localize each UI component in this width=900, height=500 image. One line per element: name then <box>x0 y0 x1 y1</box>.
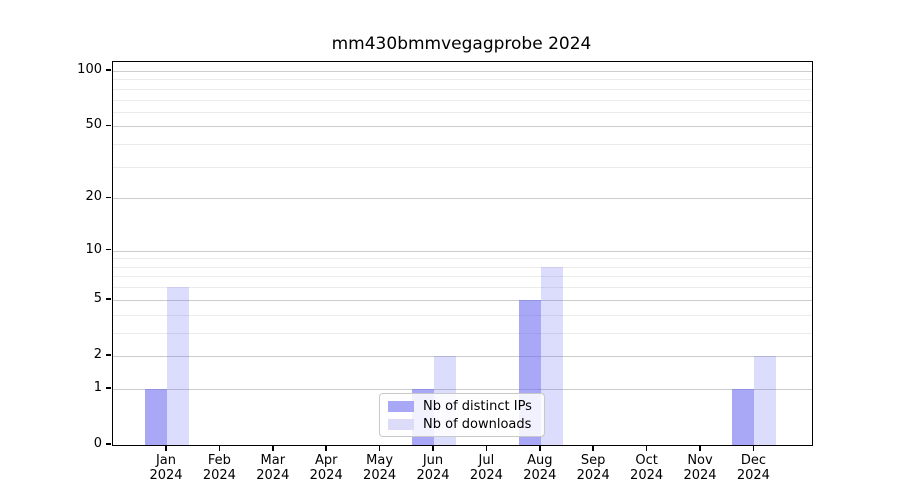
y-tick-label: 2 <box>93 346 102 362</box>
bar-distinct-ips <box>145 388 167 445</box>
x-tick-year: 2024 <box>416 468 450 483</box>
y-tick <box>105 124 111 127</box>
y-tick <box>105 354 111 356</box>
x-tick-month: Nov <box>687 453 713 468</box>
x-tick-month: Aug <box>527 453 553 468</box>
x-tick-year: 2024 <box>683 468 717 483</box>
x-tick-year: 2024 <box>149 468 183 483</box>
x-tick-month: Dec <box>740 453 766 468</box>
x-tick-month: Jun <box>422 453 444 468</box>
legend-label-downloads: Nb of downloads <box>423 416 532 432</box>
x-tick-label: Nov 2024 <box>668 453 732 483</box>
x-tick-label: Apr 2024 <box>294 453 358 483</box>
chart-title: mm430bmmvegagprobe 2024 <box>331 34 592 54</box>
x-tick <box>432 446 434 451</box>
minor-gridline <box>113 111 812 113</box>
minor-gridline <box>113 266 812 268</box>
x-tick-year: 2024 <box>309 468 343 483</box>
major-gridline <box>113 355 812 357</box>
x-tick-year: 2024 <box>363 468 397 483</box>
plot-area: Nb of distinct IPs Nb of downloads <box>112 61 813 446</box>
x-tick-label: Mar 2024 <box>241 453 305 483</box>
x-tick-year: 2024 <box>469 468 503 483</box>
y-tick-label: 5 <box>93 290 102 306</box>
x-tick-year: 2024 <box>256 468 290 483</box>
legend-entry-downloads: Nb of downloads <box>388 417 536 432</box>
x-tick-label: Dec 2024 <box>721 453 785 483</box>
legend-entry-distinct-ips: Nb of distinct IPs <box>388 399 536 414</box>
x-tick-month: Apr <box>314 453 338 468</box>
legend: Nb of distinct IPs Nb of downloads <box>379 393 545 437</box>
major-gridline <box>113 388 812 390</box>
minor-gridline <box>113 166 812 168</box>
y-tick-label: 1 <box>93 379 102 395</box>
x-tick <box>325 446 327 451</box>
legend-label-distinct-ips: Nb of distinct IPs <box>423 398 532 414</box>
x-tick-label: May 2024 <box>348 453 412 483</box>
x-tick <box>699 446 701 451</box>
minor-gridline <box>113 332 812 334</box>
x-tick-month: Oct <box>635 453 658 468</box>
x-tick-month: May <box>366 453 394 468</box>
y-tick <box>105 248 111 251</box>
x-tick-month: Sep <box>580 453 606 468</box>
bar-downloads <box>167 287 189 445</box>
legend-swatch-downloads <box>388 418 414 430</box>
major-gridline <box>113 71 812 72</box>
x-tick-year: 2024 <box>630 468 664 483</box>
minor-gridline <box>113 79 812 81</box>
y-tick <box>105 387 111 389</box>
y-tick <box>105 443 111 445</box>
minor-gridline <box>113 258 812 260</box>
y-tick-label: 100 <box>77 62 102 77</box>
x-tick-label: Jun 2024 <box>401 453 465 483</box>
major-gridline <box>113 198 812 200</box>
x-tick <box>378 446 381 451</box>
x-tick <box>218 446 221 451</box>
major-gridline <box>113 250 812 252</box>
x-tick <box>539 446 541 451</box>
x-tick-label: Jan 2024 <box>134 453 198 483</box>
x-tick <box>485 446 488 451</box>
y-tick <box>105 196 111 199</box>
x-tick-month: Jan <box>155 453 177 468</box>
x-tick-label: Feb 2024 <box>187 453 251 483</box>
x-tick-label: Sep 2024 <box>561 453 625 483</box>
x-tick <box>272 446 274 451</box>
minor-gridline <box>113 88 812 90</box>
minor-gridline <box>113 287 812 289</box>
major-gridline <box>113 126 812 128</box>
x-tick-year: 2024 <box>736 468 770 483</box>
bar-downloads <box>540 266 563 445</box>
bar-distinct-ips <box>732 388 755 445</box>
x-tick <box>592 446 594 451</box>
y-tick-label: 20 <box>85 189 102 205</box>
major-gridline <box>113 299 812 301</box>
x-tick <box>752 446 755 451</box>
x-tick-label: Oct 2024 <box>615 453 679 483</box>
x-tick-year: 2024 <box>576 468 610 483</box>
x-tick <box>165 446 167 451</box>
minor-gridline <box>113 99 812 101</box>
y-tick-label: 0 <box>93 436 102 451</box>
x-tick-month: Jul <box>478 453 495 468</box>
x-tick-month: Feb <box>207 453 231 468</box>
y-tick-label: 10 <box>85 241 102 257</box>
x-tick-month: Mar <box>260 453 286 468</box>
x-tick-year: 2024 <box>523 468 557 483</box>
x-tick <box>645 446 648 451</box>
minor-gridline <box>113 276 812 278</box>
y-tick <box>105 69 111 71</box>
bar-downloads <box>754 355 777 445</box>
y-tick-label: 50 <box>85 117 102 133</box>
x-tick-year: 2024 <box>202 468 236 483</box>
y-tick <box>105 298 111 300</box>
legend-swatch-distinct-ips <box>388 400 414 412</box>
minor-gridline <box>113 144 812 146</box>
x-tick-label: Aug 2024 <box>508 453 572 483</box>
x-tick-label: Jul 2024 <box>454 453 518 483</box>
minor-gridline <box>113 314 812 316</box>
